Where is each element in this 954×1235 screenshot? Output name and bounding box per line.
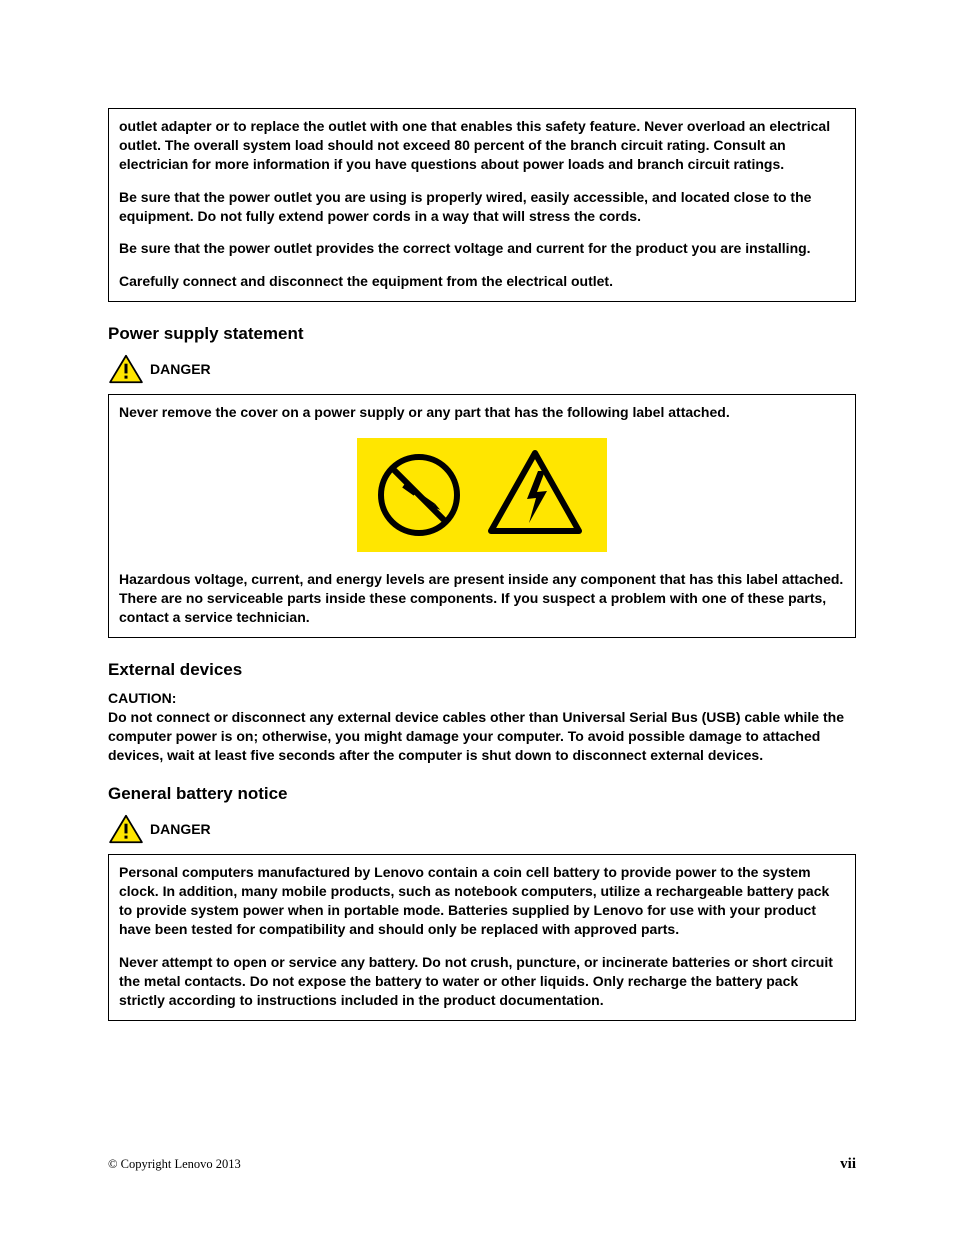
heading-external-devices: External devices (108, 660, 856, 680)
copyright-text: © Copyright Lenovo 2013 (108, 1157, 241, 1172)
heading-power-supply: Power supply statement (108, 324, 856, 344)
paragraph: Hazardous voltage, current, and energy l… (119, 570, 845, 627)
danger-row: DANGER (108, 354, 856, 384)
caution-label: CAUTION: (108, 690, 856, 706)
caution-body: Do not connect or disconnect any externa… (108, 708, 856, 765)
paragraph: Never attempt to open or service any bat… (119, 953, 845, 1010)
hazard-label-graphic (119, 438, 845, 552)
hazard-label-icon (357, 438, 607, 552)
danger-row: DANGER (108, 814, 856, 844)
paragraph: outlet adapter or to replace the outlet … (119, 117, 845, 174)
page-footer: © Copyright Lenovo 2013 vii (108, 1156, 856, 1173)
paragraph: Be sure that the power outlet you are us… (119, 188, 845, 226)
page-content: outlet adapter or to replace the outlet … (0, 0, 954, 1021)
page-number: vii (840, 1156, 856, 1173)
safety-box-outlet: outlet adapter or to replace the outlet … (108, 108, 856, 302)
danger-label: DANGER (150, 821, 211, 837)
safety-box-power-supply: Never remove the cover on a power supply… (108, 394, 856, 638)
heading-battery-notice: General battery notice (108, 784, 856, 804)
paragraph: Personal computers manufactured by Lenov… (119, 863, 845, 939)
safety-box-battery: Personal computers manufactured by Lenov… (108, 854, 856, 1020)
paragraph: Be sure that the power outlet provides t… (119, 239, 845, 258)
danger-label: DANGER (150, 361, 211, 377)
warning-triangle-icon (108, 814, 144, 844)
paragraph: Carefully connect and disconnect the equ… (119, 272, 845, 291)
warning-triangle-icon (108, 354, 144, 384)
paragraph: Never remove the cover on a power supply… (119, 403, 845, 422)
